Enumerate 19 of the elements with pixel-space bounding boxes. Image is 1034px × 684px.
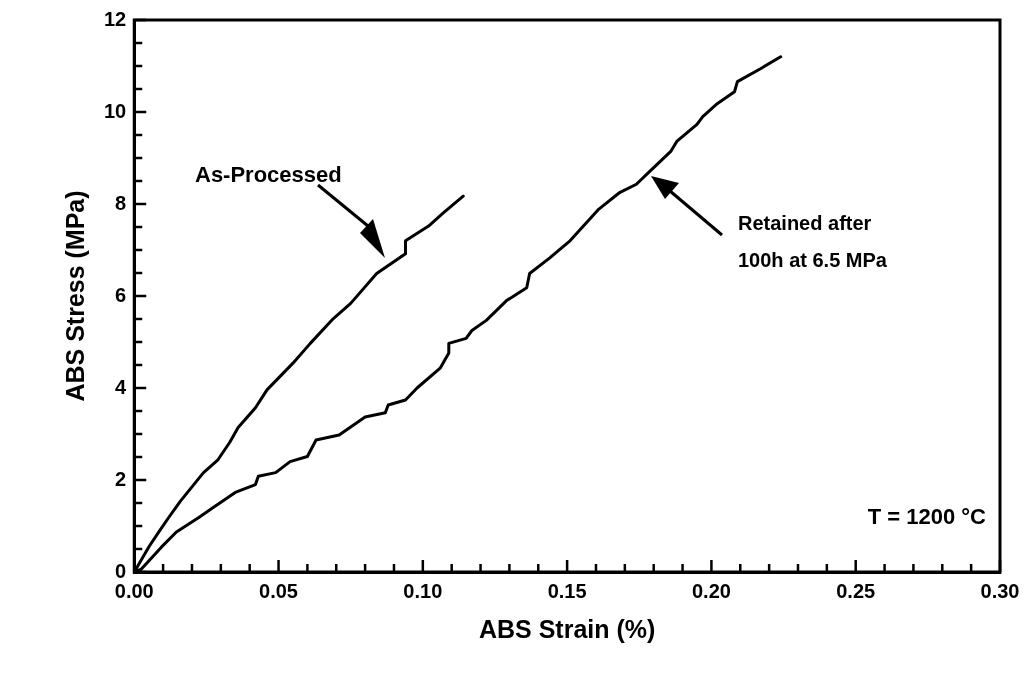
x-tick-label: 0.20 (691, 579, 731, 602)
y-tick-label: 8 (115, 191, 127, 214)
y-tick-label: 2 (115, 467, 127, 490)
annotation: As-Processed (195, 161, 342, 189)
y-tick-label: 6 (115, 283, 127, 306)
y-axis-title: ABS Stress (MPa) (60, 190, 89, 402)
y-tick-label: 4 (115, 375, 128, 398)
x-tick-label: 0.00 (114, 579, 154, 602)
x-tick-label: 0.10 (403, 579, 443, 602)
annotation: T = 1200 °C (867, 503, 986, 531)
x-tick-label: 0.05 (259, 579, 299, 602)
annotation: Retained after 100h at 6.5 MPa (738, 211, 887, 273)
x-tick-label: 0.30 (980, 579, 1020, 602)
x-tick-label: 0.25 (836, 579, 876, 602)
x-axis-title: ABS Strain (%) (478, 614, 656, 643)
y-tick-label: 10 (104, 99, 127, 122)
x-tick-label: 0.15 (547, 579, 587, 602)
y-tick-label: 0 (115, 559, 127, 582)
y-tick-label: 12 (104, 7, 127, 30)
